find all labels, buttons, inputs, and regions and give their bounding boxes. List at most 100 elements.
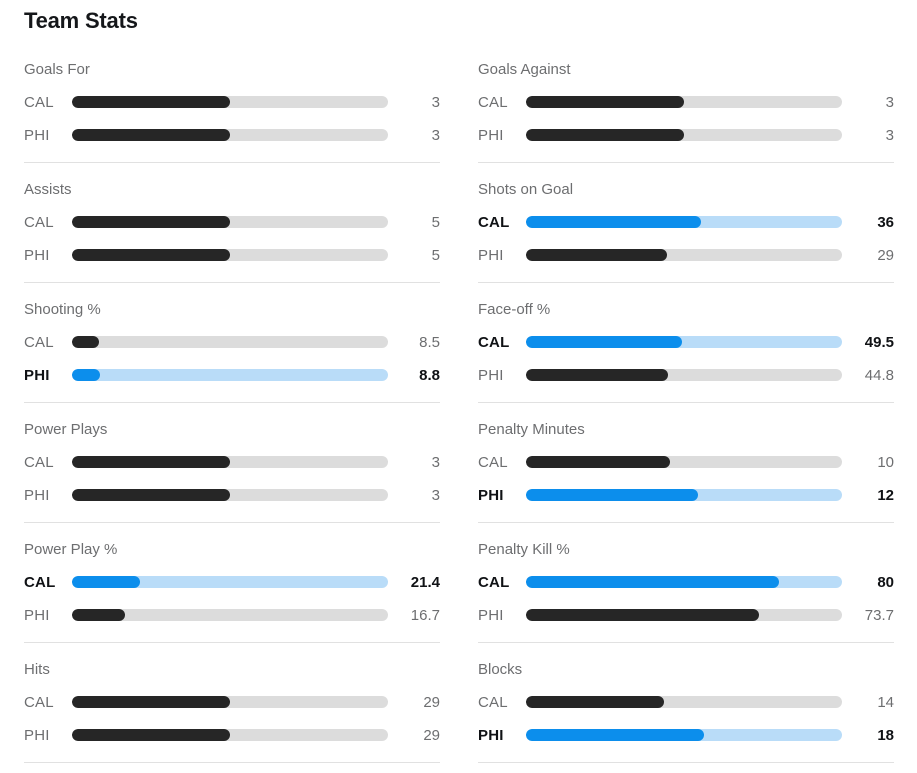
team-label: CAL <box>24 333 54 351</box>
team-label: PHI <box>24 246 50 264</box>
stat-row-cal: CAL 3 <box>478 91 894 113</box>
bar-track <box>72 576 388 588</box>
bar-fill <box>72 489 230 501</box>
stat-row-cal: CAL 21.4 <box>24 571 440 593</box>
stat-group-hits: Hits CAL 29 PHI 29 <box>24 643 440 763</box>
stat-value: 18 <box>877 726 894 744</box>
stat-value: 3 <box>431 486 440 504</box>
bar-track <box>526 129 842 141</box>
bar-fill <box>72 576 140 588</box>
stat-value: 3 <box>885 93 894 111</box>
stat-value: 3 <box>431 453 440 471</box>
bar-fill <box>526 129 684 141</box>
page-title: Team Stats <box>24 8 138 33</box>
stat-value: 21.4 <box>410 573 440 591</box>
stat-row-phi: PHI 3 <box>478 124 894 146</box>
bar-track <box>526 609 842 621</box>
stats-columns: Goals For CAL 3 PHI 3 Assists CAL 5 <box>24 43 894 763</box>
stat-row-cal: CAL 3 <box>24 451 440 473</box>
stat-group-penalty-minutes: Penalty Minutes CAL 10 PHI 12 <box>478 403 894 523</box>
bar-fill <box>526 696 665 708</box>
bar-fill <box>526 369 668 381</box>
stat-row-phi: PHI 8.8 <box>24 364 440 386</box>
bar-fill <box>72 336 99 348</box>
bar-track <box>72 249 388 261</box>
stat-title: Blocks <box>478 661 523 678</box>
stat-row-phi: PHI 29 <box>24 724 440 746</box>
bar-track <box>72 96 388 108</box>
stat-title: Hits <box>24 661 50 678</box>
bar-fill <box>72 249 230 261</box>
team-label: CAL <box>24 93 54 111</box>
stat-value: 5 <box>431 213 440 231</box>
stat-value: 5 <box>431 246 440 264</box>
team-label: CAL <box>478 93 508 111</box>
stat-value: 73.7 <box>864 606 894 624</box>
stat-value: 16.7 <box>410 606 440 624</box>
stat-value: 12 <box>877 486 894 504</box>
stats-column-right: Goals Against CAL 3 PHI 3 Shots on Goal … <box>478 43 894 763</box>
stat-value: 3 <box>431 126 440 144</box>
stat-row-cal: CAL 80 <box>478 571 894 593</box>
stat-row-cal: CAL 3 <box>24 91 440 113</box>
bar-track <box>526 216 842 228</box>
stat-row-cal: CAL 36 <box>478 211 894 233</box>
team-label: PHI <box>24 726 50 744</box>
stat-row-cal: CAL 5 <box>24 211 440 233</box>
stat-value: 29 <box>423 726 440 744</box>
bar-track <box>72 369 388 381</box>
team-label: PHI <box>478 726 504 744</box>
stat-value: 80 <box>877 573 894 591</box>
stat-value: 8.5 <box>419 333 440 351</box>
stat-group-shooting-pct: Shooting % CAL 8.5 PHI 8.8 <box>24 283 440 403</box>
stat-title: Power Play % <box>24 541 118 558</box>
team-label: PHI <box>478 246 504 264</box>
bar-fill <box>526 729 704 741</box>
bar-track <box>526 336 842 348</box>
stat-title: Shots on Goal <box>478 181 574 198</box>
bar-track <box>72 216 388 228</box>
stat-title: Goals For <box>24 61 90 78</box>
team-label: CAL <box>478 693 508 711</box>
bar-track <box>526 456 842 468</box>
bar-fill <box>526 336 683 348</box>
bar-fill <box>72 369 100 381</box>
bar-track <box>526 369 842 381</box>
team-label: CAL <box>478 573 510 591</box>
team-label: CAL <box>24 693 54 711</box>
stat-row-cal: CAL 49.5 <box>478 331 894 353</box>
team-label: CAL <box>478 333 510 351</box>
bar-track <box>526 729 842 741</box>
stat-group-penalty-kill-pct: Penalty Kill % CAL 80 PHI 73.7 <box>478 523 894 643</box>
bar-fill <box>526 609 759 621</box>
stat-row-phi: PHI 3 <box>24 484 440 506</box>
team-label: PHI <box>24 366 50 384</box>
stat-title: Face-off % <box>478 301 551 318</box>
stat-value: 14 <box>877 693 894 711</box>
stat-row-phi: PHI 3 <box>24 124 440 146</box>
stat-row-phi: PHI 18 <box>478 724 894 746</box>
team-label: CAL <box>24 213 54 231</box>
stat-group-blocks: Blocks CAL 14 PHI 18 <box>478 643 894 763</box>
stat-value: 44.8 <box>864 366 894 384</box>
team-label: PHI <box>24 126 50 144</box>
stat-value: 29 <box>423 693 440 711</box>
stat-title: Shooting % <box>24 301 101 318</box>
stat-group-assists: Assists CAL 5 PHI 5 <box>24 163 440 283</box>
stat-group-shots-on-goal: Shots on Goal CAL 36 PHI 29 <box>478 163 894 283</box>
bar-track <box>526 96 842 108</box>
team-label: CAL <box>24 573 56 591</box>
team-label: PHI <box>478 486 504 504</box>
stat-group-power-plays: Power Plays CAL 3 PHI 3 <box>24 403 440 523</box>
team-label: PHI <box>478 126 504 144</box>
stat-row-phi: PHI 29 <box>478 244 894 266</box>
bar-track <box>72 729 388 741</box>
stat-value: 49.5 <box>864 333 894 351</box>
stat-row-cal: CAL 10 <box>478 451 894 473</box>
stat-row-cal: CAL 8.5 <box>24 331 440 353</box>
team-label: PHI <box>478 606 504 624</box>
bar-fill <box>72 729 230 741</box>
bar-track <box>72 489 388 501</box>
bar-track <box>526 249 842 261</box>
